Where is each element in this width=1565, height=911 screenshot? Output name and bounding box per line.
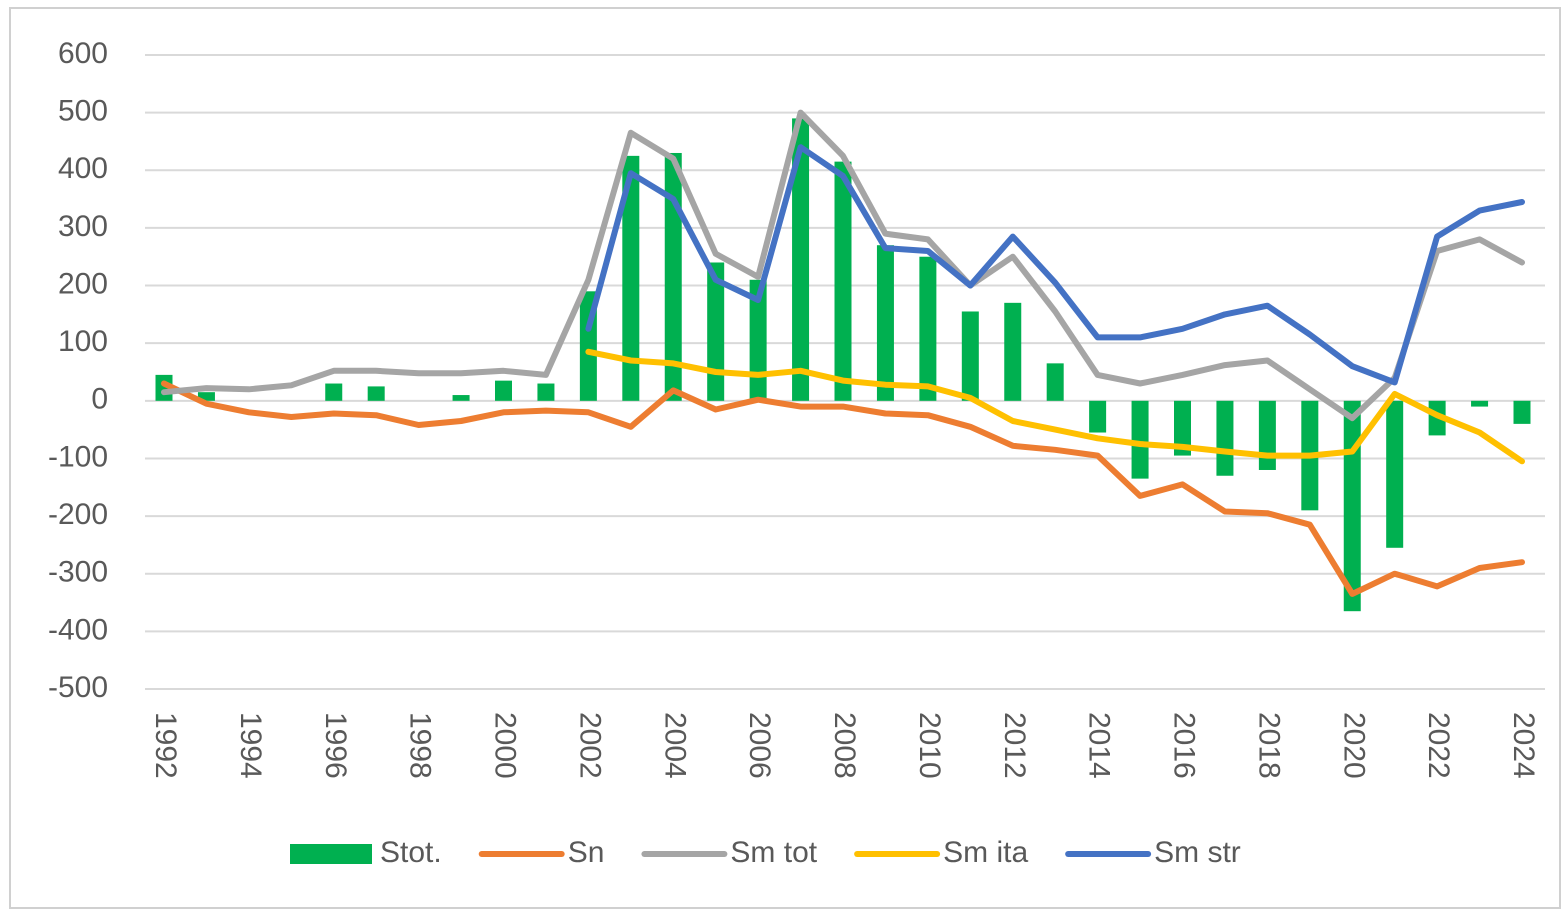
bar xyxy=(749,279,767,401)
y-tick-label: 400 xyxy=(58,152,108,185)
bar xyxy=(834,161,852,401)
labels: -500 -400 -300 -200 -100 0 100 200 300 400 500 600 1… xyxy=(48,37,1540,779)
bar xyxy=(495,380,512,401)
legend-label: Sm tot xyxy=(730,836,817,869)
bar xyxy=(1004,302,1022,401)
bar xyxy=(197,392,215,401)
x-tick-label: 2002 xyxy=(573,712,606,779)
x-tick-label: 2014 xyxy=(1083,712,1116,779)
y-tick-label: 0 xyxy=(91,383,108,416)
bar xyxy=(622,155,640,401)
x-tick-label: 2012 xyxy=(998,712,1031,779)
y-tick-label: 200 xyxy=(58,267,108,300)
y-tick-label: -300 xyxy=(48,556,108,589)
bar xyxy=(325,383,343,401)
x-tick-label: 2006 xyxy=(743,712,776,779)
line xyxy=(161,109,1525,422)
line xyxy=(161,380,1525,597)
bar xyxy=(961,311,979,401)
line xyxy=(585,348,1525,465)
y-tick-label: -400 xyxy=(48,613,108,646)
x-tick-label: 2008 xyxy=(828,712,861,779)
line xyxy=(585,144,1525,386)
legend-label: Sm ita xyxy=(943,836,1028,869)
x-tick-label: 2000 xyxy=(489,712,522,779)
lines xyxy=(161,109,1525,597)
legend: Stot. Sn Sm tot Sm ita Sm str xyxy=(290,836,1241,869)
bar xyxy=(1131,400,1149,479)
x-tick-label: 2004 xyxy=(658,712,691,779)
bar xyxy=(452,395,470,401)
y-tick-label: 500 xyxy=(58,95,108,128)
legend-label: Stot. xyxy=(380,836,442,869)
bar xyxy=(367,386,385,401)
x-tick-label: 2010 xyxy=(913,712,946,779)
bar xyxy=(1471,400,1489,407)
bar xyxy=(664,152,682,401)
x-tick-label: 2020 xyxy=(1337,712,1370,779)
legend-swatch xyxy=(290,844,372,864)
y-tick-label: -100 xyxy=(48,440,108,473)
x-tick-label: 1996 xyxy=(319,712,352,779)
y-tick-label: 600 xyxy=(58,37,108,70)
y-tick-label: 100 xyxy=(58,325,108,358)
legend-label: Sm str xyxy=(1154,836,1241,869)
bar xyxy=(1216,400,1234,476)
bar xyxy=(1046,363,1064,401)
x-tick-label: 2018 xyxy=(1252,712,1285,779)
x-tick-label: 1998 xyxy=(404,712,437,779)
bar xyxy=(1386,400,1404,548)
y-tick-label: -200 xyxy=(48,498,108,531)
bar xyxy=(707,262,725,401)
bar xyxy=(1513,400,1531,424)
bar xyxy=(876,245,894,401)
bar xyxy=(1089,400,1107,433)
x-tick-label: 2022 xyxy=(1422,712,1455,779)
bar xyxy=(1174,400,1191,456)
bar xyxy=(919,256,937,401)
bar xyxy=(792,118,810,401)
bar xyxy=(1258,400,1276,470)
legend-label: Sn xyxy=(568,836,605,869)
x-tick-label: 1994 xyxy=(234,712,267,779)
y-tick-label: 300 xyxy=(58,210,108,243)
bar xyxy=(537,383,555,401)
x-tick-label: 2024 xyxy=(1507,712,1540,779)
y-tick-label: -500 xyxy=(48,671,108,704)
bars xyxy=(155,118,1531,612)
x-tick-label: 1992 xyxy=(149,712,182,779)
x-tick-label: 2016 xyxy=(1168,712,1201,779)
